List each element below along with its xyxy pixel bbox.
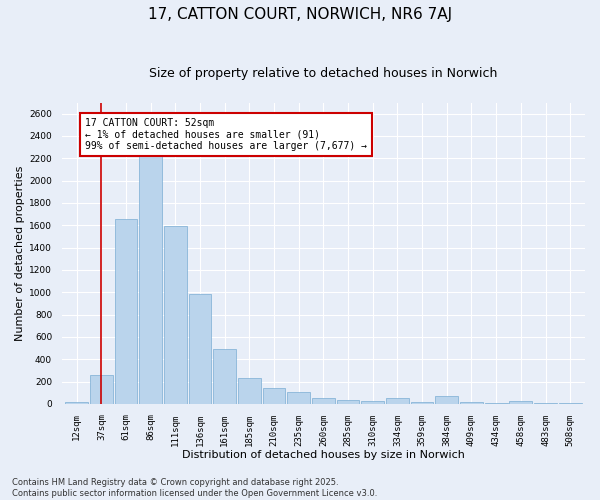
Text: 17, CATTON COURT, NORWICH, NR6 7AJ: 17, CATTON COURT, NORWICH, NR6 7AJ (148, 8, 452, 22)
X-axis label: Distribution of detached houses by size in Norwich: Distribution of detached houses by size … (182, 450, 465, 460)
Bar (534, 402, 557, 404)
Bar (509, 401, 532, 404)
Bar (90, 375, 113, 404)
Bar (164, 226, 187, 404)
Bar (411, 402, 433, 404)
Title: Size of property relative to detached houses in Norwich: Size of property relative to detached ho… (149, 68, 497, 80)
Bar (65, 402, 88, 404)
Bar (436, 396, 458, 404)
Bar (485, 402, 508, 404)
Bar (238, 378, 261, 404)
Y-axis label: Number of detached properties: Number of detached properties (15, 166, 25, 341)
Bar (115, 218, 137, 404)
Bar (139, 156, 162, 404)
Bar (214, 349, 236, 404)
Bar (263, 388, 286, 404)
Bar (361, 401, 384, 404)
Bar (460, 402, 483, 404)
Text: 17 CATTON COURT: 52sqm
← 1% of detached houses are smaller (91)
99% of semi-deta: 17 CATTON COURT: 52sqm ← 1% of detached … (85, 118, 367, 152)
Bar (386, 398, 409, 404)
Bar (287, 392, 310, 404)
Bar (189, 294, 211, 404)
Bar (559, 402, 581, 404)
Bar (312, 398, 335, 404)
Text: Contains HM Land Registry data © Crown copyright and database right 2025.
Contai: Contains HM Land Registry data © Crown c… (12, 478, 377, 498)
Bar (337, 400, 359, 404)
